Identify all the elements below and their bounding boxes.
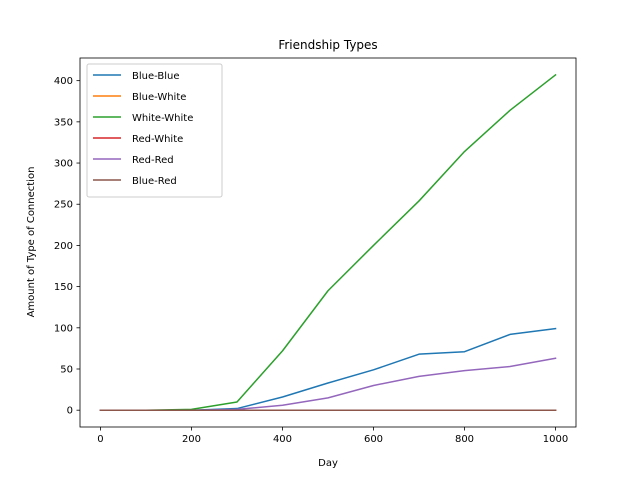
x-tick-label: 800 bbox=[455, 434, 474, 445]
y-tick-label: 200 bbox=[54, 241, 73, 252]
plot-frame bbox=[79, 57, 577, 428]
y-tick-label: 50 bbox=[60, 365, 73, 376]
y-tick-label: 150 bbox=[54, 282, 73, 293]
y-axis-label: Amount of Type of Connection bbox=[26, 167, 37, 318]
plot-area: 0 200 400 600 800 1000 0 50 100 150 200 250 300 350 40… bbox=[54, 57, 577, 445]
y-tick-label: 300 bbox=[54, 159, 73, 170]
legend-label: Red-Red bbox=[132, 155, 174, 166]
legend-label: Blue-Red bbox=[132, 176, 177, 187]
legend-box bbox=[86, 63, 223, 198]
y-tick-label: 350 bbox=[54, 117, 73, 128]
legend-label: Red-White bbox=[132, 134, 183, 145]
x-axis-label: Day bbox=[318, 458, 338, 469]
x-tick-label: 400 bbox=[273, 434, 292, 445]
x-tick-label: 600 bbox=[364, 434, 383, 445]
legend-label: Blue-Blue bbox=[132, 71, 180, 82]
legend-label: White-White bbox=[132, 113, 193, 124]
chart-title: Friendship Types bbox=[278, 38, 377, 52]
y-tick-label: 100 bbox=[54, 323, 73, 334]
legend: Blue-Blue Blue-White White-White Red-White R… bbox=[86, 63, 223, 198]
y-tick-label: 400 bbox=[54, 76, 73, 87]
y-tick-label: 0 bbox=[67, 406, 73, 417]
x-tick-label: 0 bbox=[97, 434, 103, 445]
x-tick-label: 200 bbox=[182, 434, 201, 445]
x-tick-label: 1000 bbox=[543, 434, 568, 445]
y-tick-label: 250 bbox=[54, 200, 73, 211]
legend-label: Blue-White bbox=[132, 92, 186, 103]
